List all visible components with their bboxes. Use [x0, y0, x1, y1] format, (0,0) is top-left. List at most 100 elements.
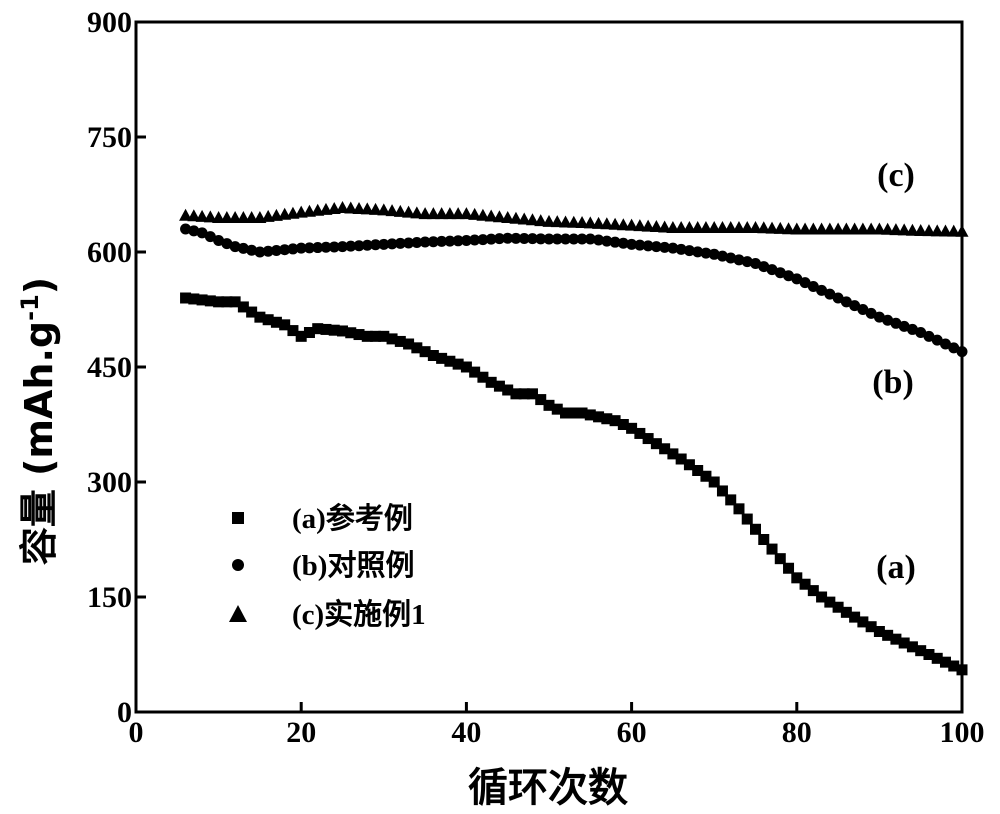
- data-point-triangle: [212, 211, 226, 223]
- data-point-triangle: [509, 211, 523, 224]
- data-point-triangle: [732, 220, 746, 233]
- x-axis-ticks: 0 20 40 60 80 100: [129, 702, 985, 749]
- data-point-triangle: [426, 207, 440, 220]
- data-point-circle: [518, 233, 530, 245]
- data-point-circle: [320, 241, 332, 253]
- data-point-circle: [345, 240, 357, 252]
- data-point-triangle: [740, 220, 754, 233]
- data-point-square: [485, 376, 497, 388]
- data-point-square: [303, 327, 315, 338]
- data-point-triangle: [418, 207, 432, 220]
- y-axis-title: 容量 (mAh.g-1): [16, 277, 61, 565]
- legend-item: (a)参考例: [232, 501, 413, 535]
- data-point-circle: [378, 238, 390, 250]
- data-point-triangle: [245, 211, 259, 223]
- data-point-square: [617, 419, 629, 430]
- data-point-square: [312, 323, 324, 335]
- legend-label: (c)实施例1: [292, 597, 426, 631]
- data-point-circle: [279, 244, 291, 256]
- data-point-triangle: [691, 220, 705, 233]
- legend: (a)参考例 (b)对照例 (c)实施例1: [229, 501, 426, 631]
- data-point-circle: [799, 277, 811, 289]
- data-point-circle: [370, 239, 382, 251]
- data-point-circle: [502, 232, 514, 244]
- data-point-circle: [609, 236, 621, 248]
- data-point-square: [931, 652, 943, 664]
- data-point-triangle: [443, 207, 457, 220]
- data-point-circle: [865, 307, 877, 319]
- data-point-square: [956, 664, 968, 676]
- data-point-square: [601, 413, 613, 425]
- data-point-circle: [535, 233, 547, 245]
- data-point-triangle: [377, 203, 391, 216]
- data-point-square: [939, 656, 951, 668]
- data-point-triangle: [806, 222, 820, 235]
- data-point-triangle: [550, 215, 564, 228]
- data-point-square: [774, 553, 786, 565]
- data-point-square: [444, 355, 456, 367]
- data-point-circle: [725, 252, 737, 264]
- data-point-square: [237, 301, 249, 313]
- data-point-square: [353, 329, 365, 341]
- data-point-circle: [774, 267, 786, 279]
- data-point-triangle: [484, 209, 498, 222]
- data-point-square: [188, 293, 200, 305]
- data-point-circle: [180, 223, 192, 235]
- data-point-square: [419, 346, 431, 358]
- data-point-triangle: [435, 207, 449, 220]
- data-point-triangle: [567, 215, 581, 228]
- data-point-triangle: [641, 219, 655, 232]
- data-point-square: [477, 371, 489, 383]
- data-point-circle: [295, 242, 307, 254]
- data-point-triangle: [889, 223, 903, 236]
- data-point-square: [526, 388, 538, 400]
- data-point-square: [328, 324, 340, 336]
- data-point-circle: [956, 346, 968, 358]
- data-point-square: [576, 407, 588, 419]
- data-point-circle: [485, 233, 497, 245]
- data-point-triangle: [914, 224, 928, 237]
- data-point-square: [609, 415, 621, 427]
- data-point-circle: [337, 241, 348, 253]
- data-point-square: [882, 629, 894, 641]
- data-point-square: [840, 606, 852, 618]
- data-point-circle: [411, 236, 423, 248]
- data-point-circle: [939, 338, 951, 350]
- data-point-square: [716, 485, 728, 497]
- data-point-circle: [948, 342, 960, 354]
- data-point-triangle: [616, 218, 630, 231]
- legend-marker-triangle: [229, 605, 247, 622]
- data-point-square: [452, 358, 464, 370]
- data-point-triangle: [592, 216, 606, 229]
- data-point-square: [287, 325, 299, 337]
- data-point-square: [857, 616, 869, 628]
- data-point-triangle: [815, 222, 829, 235]
- x-tick-label: 100: [940, 716, 985, 749]
- data-point-square: [535, 394, 547, 406]
- series-c: [179, 201, 969, 237]
- data-point-circle: [626, 238, 638, 250]
- data-point-circle: [551, 233, 563, 245]
- annotation-c: (c): [877, 157, 915, 194]
- data-point-square: [502, 384, 514, 396]
- data-point-circle: [700, 247, 712, 259]
- data-point-triangle: [492, 210, 506, 223]
- data-point-triangle: [823, 222, 837, 235]
- data-point-triangle: [360, 202, 374, 215]
- data-point-square: [469, 366, 481, 378]
- data-point-triangle: [525, 213, 539, 226]
- legend-item: (c)实施例1: [229, 597, 426, 631]
- data-point-circle: [708, 248, 720, 260]
- data-point-triangle: [393, 204, 407, 217]
- data-point-triangle: [831, 222, 845, 235]
- data-point-circle: [246, 244, 258, 256]
- data-point-circle: [758, 261, 770, 273]
- data-point-square: [593, 411, 605, 423]
- data-point-triangle: [699, 220, 713, 233]
- data-point-triangle: [600, 217, 614, 230]
- data-point-circle: [750, 258, 761, 269]
- data-point-circle: [733, 254, 745, 266]
- data-point-square: [295, 330, 307, 342]
- data-point-triangle: [385, 204, 399, 217]
